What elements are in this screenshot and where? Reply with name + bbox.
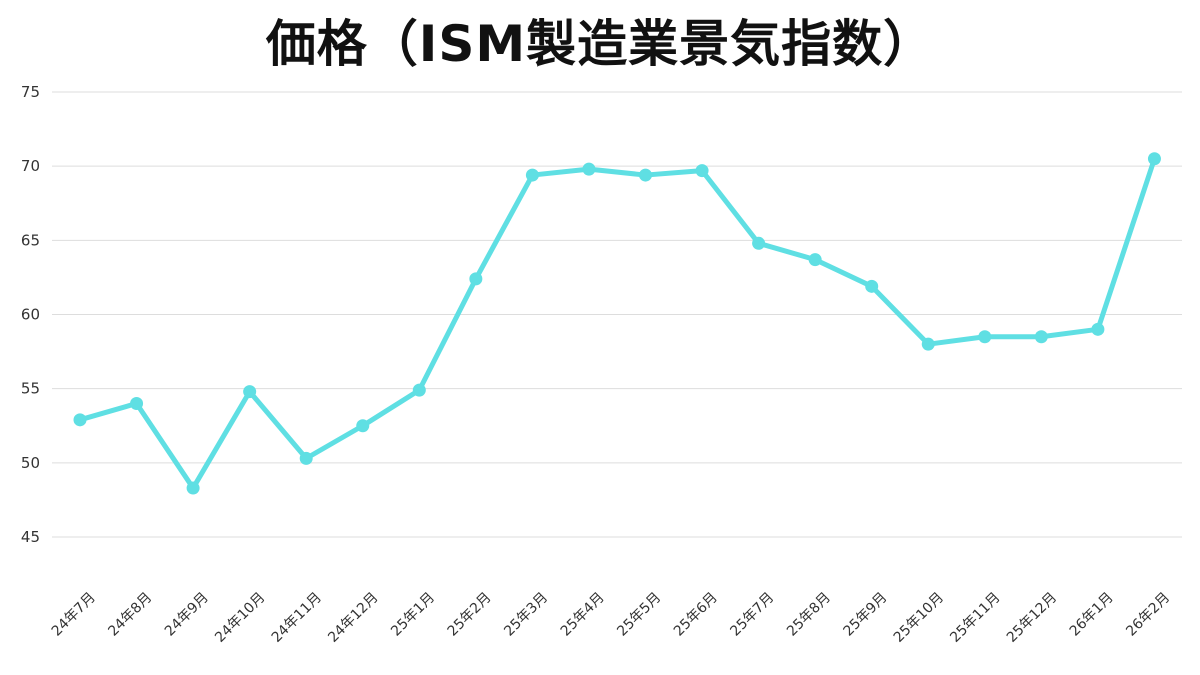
data-point [412, 383, 426, 397]
y-tick-label: 65 [21, 231, 40, 249]
y-tick-label: 55 [21, 380, 40, 398]
y-tick-label: 70 [21, 157, 40, 175]
chart-title: 価格（ISM製造業景気指数） [265, 15, 935, 73]
data-point [243, 385, 257, 399]
gridlines [52, 91, 1182, 538]
x-tick-label: 24年7月 [49, 590, 99, 640]
x-tick-label: 24年10月 [212, 590, 268, 646]
data-point [525, 168, 539, 182]
data-point [1091, 322, 1105, 336]
data-point [1147, 152, 1161, 166]
y-axis-ticks: 45 50 55 60 65 70 75 [21, 83, 40, 546]
x-tick-label: 25年5月 [614, 590, 664, 640]
data-point [582, 162, 596, 176]
x-tick-label: 24年12月 [325, 590, 381, 646]
x-tick-label: 25年10月 [891, 590, 947, 646]
x-tick-label: 25年2月 [445, 590, 495, 640]
x-tick-label: 24年11月 [269, 590, 325, 646]
data-point [299, 451, 313, 465]
x-tick-label: 25年9月 [841, 590, 891, 640]
data-point [921, 337, 935, 351]
x-tick-label: 25年12月 [1004, 590, 1060, 646]
data-point [186, 481, 200, 495]
series-line [77, 156, 1157, 491]
data-point [978, 330, 992, 344]
y-tick-label: 75 [21, 83, 40, 101]
series-layer [73, 152, 1161, 495]
x-axis-ticks: 24年7月 24年8月 24年9月 24年10月 24年11月 24年12月 25年1月 25… [49, 590, 1173, 646]
x-tick-label: 25年1月 [388, 590, 438, 640]
y-tick-label: 50 [21, 454, 40, 472]
data-point [752, 236, 766, 250]
x-tick-label: 26年2月 [1123, 590, 1173, 640]
x-tick-label: 25年7月 [727, 590, 777, 640]
y-tick-label: 45 [21, 528, 40, 546]
x-tick-label: 25年3月 [501, 590, 551, 640]
data-point [356, 419, 370, 433]
data-point [639, 168, 652, 182]
x-tick-label: 26年1月 [1067, 590, 1117, 640]
x-tick-label: 25年6月 [671, 590, 721, 640]
x-tick-label: 25年8月 [784, 590, 834, 640]
x-tick-label: 24年9月 [162, 590, 212, 640]
x-tick-label: 25年11月 [947, 590, 1003, 646]
data-point [808, 253, 822, 267]
x-tick-label: 24年8月 [105, 590, 155, 640]
data-point [73, 413, 87, 427]
y-tick-label: 60 [21, 306, 40, 324]
data-point [695, 164, 709, 178]
data-point [865, 279, 879, 293]
data-point [469, 272, 483, 286]
data-point [130, 397, 144, 410]
data-point [1034, 330, 1048, 344]
x-tick-label: 25年4月 [558, 590, 608, 640]
